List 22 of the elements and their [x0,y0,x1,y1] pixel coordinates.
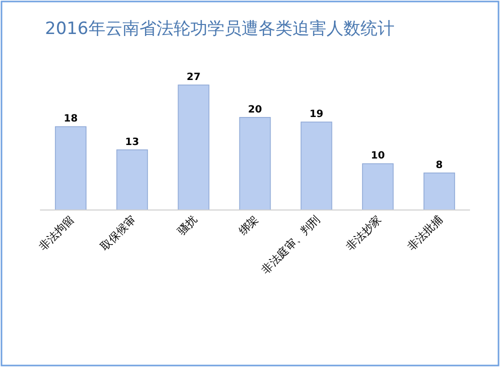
x-tick-label: 非法抄家 [344,212,384,254]
x-tick-label: 取保候审 [98,212,138,254]
bar [178,84,210,210]
bar [116,149,148,210]
bar [300,122,332,210]
x-tick-label: 非法批捕 [405,212,446,254]
x-tick-label: 绑架 [236,212,262,238]
x-tick-label: 非法拘留 [36,212,77,254]
chart-title: 2016年云南省法轮功学员遭各类迫害人数统计 [45,19,394,39]
bar [239,117,271,210]
bar [54,126,86,210]
data-label: 8 [436,160,443,171]
x-tick-label: 非法庭审、判刑 [258,212,323,277]
data-label: 27 [186,72,201,83]
data-label: 18 [64,114,78,125]
data-label: 20 [248,104,262,116]
data-label: 19 [309,109,324,120]
data-label: 10 [370,150,385,162]
x-tick-label: 骚扰 [174,212,200,238]
bar [362,163,394,210]
bar [424,172,456,210]
data-label: 13 [125,136,140,148]
